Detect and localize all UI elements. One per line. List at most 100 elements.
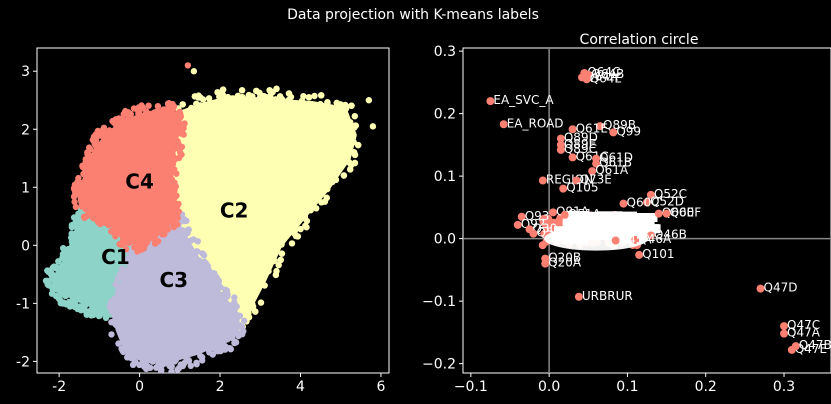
variable-point: [588, 167, 597, 176]
outlier-point: [365, 97, 373, 104]
scatter-point: [285, 90, 293, 97]
scatter-point: [179, 101, 186, 108]
scatter-point: [240, 328, 247, 335]
left-xtick-label: 6: [376, 379, 385, 395]
scatter-point: [55, 268, 62, 275]
scatter-point: [348, 102, 355, 109]
scatter-point: [88, 209, 95, 216]
cluster-label-c1: C1: [101, 245, 130, 269]
variable-point: [780, 329, 789, 338]
variable-point: [517, 212, 526, 221]
outlier-point: [190, 68, 198, 75]
scatter-point: [273, 85, 280, 93]
scatter-point: [59, 250, 67, 258]
scatter-point: [155, 361, 162, 368]
variable-label: EA_SVC_A: [493, 93, 554, 107]
scatter-point: [97, 308, 104, 316]
scatter-point: [175, 200, 182, 208]
variable-label: Q89B: [603, 118, 636, 132]
variable-label: Q46A: [638, 232, 672, 246]
variable-point: [499, 120, 508, 129]
scatter-point: [110, 119, 118, 126]
scatter-point: [340, 172, 348, 179]
scatter-point: [347, 119, 354, 126]
scatter-point: [194, 238, 201, 245]
left-ytick-label: -1: [16, 296, 30, 312]
scatter-point: [122, 246, 130, 253]
scatter-point: [105, 221, 112, 229]
variable-point: [646, 231, 655, 240]
left-ytick-label: -2: [16, 354, 30, 370]
left-xtick-label: 4: [296, 379, 305, 395]
scatter-point: [171, 185, 178, 192]
variable-point: [513, 220, 522, 229]
variable-label: Q60F: [670, 206, 702, 220]
scatter-point: [174, 139, 181, 146]
cluster-label-c2: C2: [220, 199, 249, 223]
scatter-point: [350, 124, 357, 131]
scatter-point: [231, 294, 238, 301]
scatter-point: [181, 216, 188, 223]
kmeans-plot-area: [42, 62, 377, 373]
variable-label: Q64A: [585, 69, 619, 83]
scatter-point: [71, 198, 78, 206]
right-ytick-label: 0.3: [434, 44, 456, 60]
scatter-point: [181, 120, 188, 127]
variable-label: Q20A: [548, 256, 582, 270]
scatter-point: [245, 314, 253, 321]
right-xtick-label: −0.1: [454, 379, 488, 395]
scatter-point: [171, 358, 178, 365]
right-xtick-label: 0.2: [695, 379, 717, 395]
scatter-point: [222, 286, 229, 293]
scatter-point: [95, 213, 103, 220]
right-axes-frame: [462, 47, 831, 374]
scatter-point: [112, 312, 119, 319]
outlier-point: [47, 271, 55, 278]
scatter-point: [68, 234, 75, 241]
scatter-point: [317, 100, 324, 108]
scatter-point: [219, 86, 227, 93]
variable-point: [549, 208, 558, 217]
cluster-c4-points: [70, 100, 188, 255]
left-ytick-label: 1: [21, 180, 30, 196]
scatter-point: [142, 359, 149, 367]
variable-label: Q52D: [650, 194, 684, 208]
scatter-point: [168, 363, 175, 370]
scatter-point: [174, 207, 181, 215]
scatter-point: [277, 256, 284, 264]
scatter-point: [272, 271, 280, 279]
figure-suptitle: Data projection with K-means labels: [287, 7, 539, 23]
variable-label: URBRUR: [582, 289, 633, 303]
scatter-point: [114, 289, 122, 296]
scatter-point: [249, 303, 257, 310]
scatter-point: [185, 226, 192, 233]
variable-label: Q54: [536, 226, 561, 240]
scatter-point: [199, 357, 206, 364]
left-xtick-label: 0: [135, 379, 144, 395]
scatter-point: [224, 293, 231, 300]
right-ytick-label: −0.2: [422, 357, 456, 373]
right-ytick-label: 0.2: [434, 107, 456, 123]
scatter-point: [229, 309, 237, 316]
label-overlap-block: [611, 211, 637, 221]
scatter-point: [125, 265, 132, 273]
scatter-point: [294, 233, 301, 240]
variable-label: Q73E: [580, 173, 612, 187]
variable-label: Q45A: [619, 233, 653, 247]
variable-label: Q61A: [595, 163, 629, 177]
right-ytick-label: −0.1: [422, 294, 456, 310]
variable-point: [574, 292, 583, 301]
right-xtick-label: 0.3: [773, 379, 795, 395]
scatter-point: [323, 194, 330, 201]
scatter-point: [318, 92, 325, 99]
scatter-point: [224, 336, 231, 343]
scatter-point: [94, 131, 101, 138]
correlation-circle-title: Correlation circle: [580, 32, 699, 48]
left-ytick-label: 3: [21, 64, 30, 80]
scatter-point: [174, 221, 181, 228]
cluster-label-c4: C4: [125, 169, 154, 193]
scatter-point: [229, 334, 236, 342]
scatter-point: [199, 96, 207, 103]
